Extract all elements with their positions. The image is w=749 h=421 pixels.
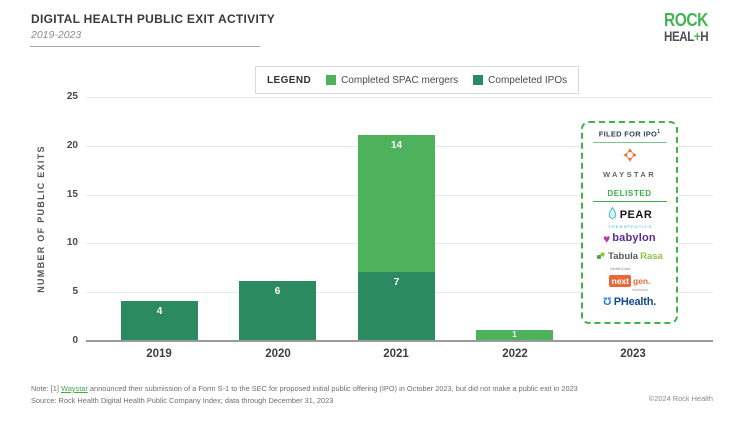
copyright: ©2024 Rock Health	[648, 394, 713, 403]
bar-2020: 6	[239, 281, 316, 340]
filed-for-ipo-heading: FILED FOR IPO1	[598, 129, 661, 139]
bar-segment-2019-ipo: 4	[121, 301, 198, 340]
legend-item-ipo: Compeleted IPOs	[473, 75, 567, 86]
ipo-delisted-panel: FILED FOR IPO1 WAYSTAR DELISTED	[581, 121, 678, 324]
y-tick-10: 10	[66, 237, 78, 248]
bar-2019: 4	[121, 301, 198, 340]
bar-2021: 14 7	[358, 135, 435, 340]
y-tick-5: 5	[72, 286, 78, 297]
bar-segment-2020-ipo: 6	[239, 281, 316, 340]
tabula-wordmark-1: Tabula	[608, 250, 639, 262]
rock-health-logo: ROCK HEAL+H	[664, 11, 717, 44]
nextgen-logo: next gen. healthcare	[608, 274, 651, 292]
y-axis-title: NUMBER OF PUBLIC EXITS	[36, 145, 46, 293]
bar-segment-2022-spac: 1	[476, 330, 553, 340]
pear-wordmark: PEAR	[619, 208, 653, 221]
footnote-ref: 1	[657, 129, 661, 135]
legend-title: LEGEND	[267, 74, 312, 86]
rock-health-logo-line2: HEAL+H	[664, 29, 709, 44]
legend-item-label: Compeleted IPOs	[488, 74, 568, 86]
x-label-2021: 2021	[383, 348, 409, 360]
gridline-25	[86, 97, 713, 98]
bar-value-label: 6	[274, 286, 281, 297]
heart-icon: ♥	[603, 231, 611, 246]
page-title: DIGITAL HEALTH PUBLIC EXIT ACTIVITY	[31, 12, 276, 26]
bar-2022: 1	[476, 330, 553, 340]
pear-therapeutics-logo: PEAR THERAPEUTICS	[607, 206, 653, 229]
legend-item-spac: Completed SPAC mergers	[326, 75, 458, 86]
y-tick-15: 15	[66, 189, 78, 200]
babylon-logo: ♥ babylon	[603, 233, 656, 245]
tabula-wordmark-2: Rasa	[640, 250, 663, 262]
y-tick-25: 25	[66, 91, 78, 102]
uphealth-icon: Ʊ	[602, 296, 612, 308]
x-label-2020: 2020	[265, 348, 291, 360]
panel-divider-green	[592, 200, 667, 202]
spac-swatch-icon	[326, 75, 337, 85]
header-divider	[30, 46, 260, 47]
x-label-2022: 2022	[502, 348, 528, 360]
bar-value-label: 7	[393, 277, 400, 288]
pear-sub-wordmark: THERAPEUTICS	[608, 223, 653, 229]
panel-divider	[592, 141, 667, 143]
x-label-2019: 2019	[146, 348, 172, 360]
bar-segment-2021-spac: 14	[358, 135, 435, 272]
delisted-heading: DELISTED	[607, 188, 652, 198]
y-tick-20: 20	[66, 140, 78, 151]
uphealth-logo: Ʊ PHealth.	[603, 297, 656, 308]
bar-value-label: 4	[156, 306, 163, 317]
tabula-sub-wordmark: HealthCare	[610, 265, 631, 271]
waystar-link[interactable]: Waystar	[61, 384, 88, 393]
babylon-wordmark: babylon	[612, 232, 656, 244]
tabula-rasa-icon	[596, 249, 606, 265]
plus-icon: +	[693, 29, 701, 44]
waystar-logo-icon	[622, 147, 637, 167]
bar-segment-2021-ipo: 7	[358, 272, 435, 340]
source-note: Source: Rock Health Digital Health Publi…	[31, 396, 334, 405]
legend-item-label: Completed SPAC mergers	[341, 74, 459, 86]
ipo-swatch-icon	[473, 75, 484, 85]
x-label-2023: 2023	[620, 348, 646, 360]
waystar-wordmark: WAYSTAR	[602, 169, 657, 179]
tabula-rasa-logo: Tabula Rasa HealthCare	[596, 249, 663, 271]
pear-icon	[607, 206, 618, 224]
nextgen-sub-wordmark: healthcare	[632, 288, 649, 292]
footnote: Note: [1] Waystar announced their submis…	[31, 384, 578, 393]
uphealth-wordmark: PHealth.	[613, 296, 657, 308]
x-axis-line	[86, 340, 713, 342]
y-tick-0: 0	[72, 335, 78, 346]
nextgen-wordmark-1: next	[608, 274, 631, 287]
nextgen-wordmark-2: gen.	[633, 275, 651, 286]
bar-value-label: 14	[390, 140, 403, 151]
page-subtitle: 2019-2023	[31, 29, 82, 41]
rock-health-logo-line1: ROCK	[664, 10, 708, 30]
bar-value-label: 1	[512, 330, 517, 339]
chart-legend: LEGEND Completed SPAC mergers Compeleted…	[255, 66, 580, 94]
